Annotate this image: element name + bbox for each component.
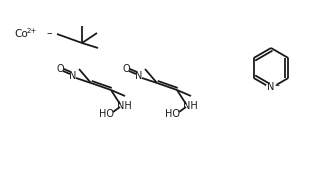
Text: –: – xyxy=(46,28,52,38)
Text: N: N xyxy=(69,71,77,81)
Text: HO: HO xyxy=(165,109,181,119)
Text: O: O xyxy=(56,64,64,74)
Text: N: N xyxy=(267,82,275,92)
Text: –: – xyxy=(274,80,279,90)
Text: NH: NH xyxy=(183,101,198,111)
Text: NH: NH xyxy=(116,101,131,111)
Text: 2+: 2+ xyxy=(27,28,37,34)
Text: N: N xyxy=(135,71,143,81)
Text: O: O xyxy=(122,64,130,74)
Text: Co: Co xyxy=(14,29,28,39)
Text: HO: HO xyxy=(100,109,115,119)
